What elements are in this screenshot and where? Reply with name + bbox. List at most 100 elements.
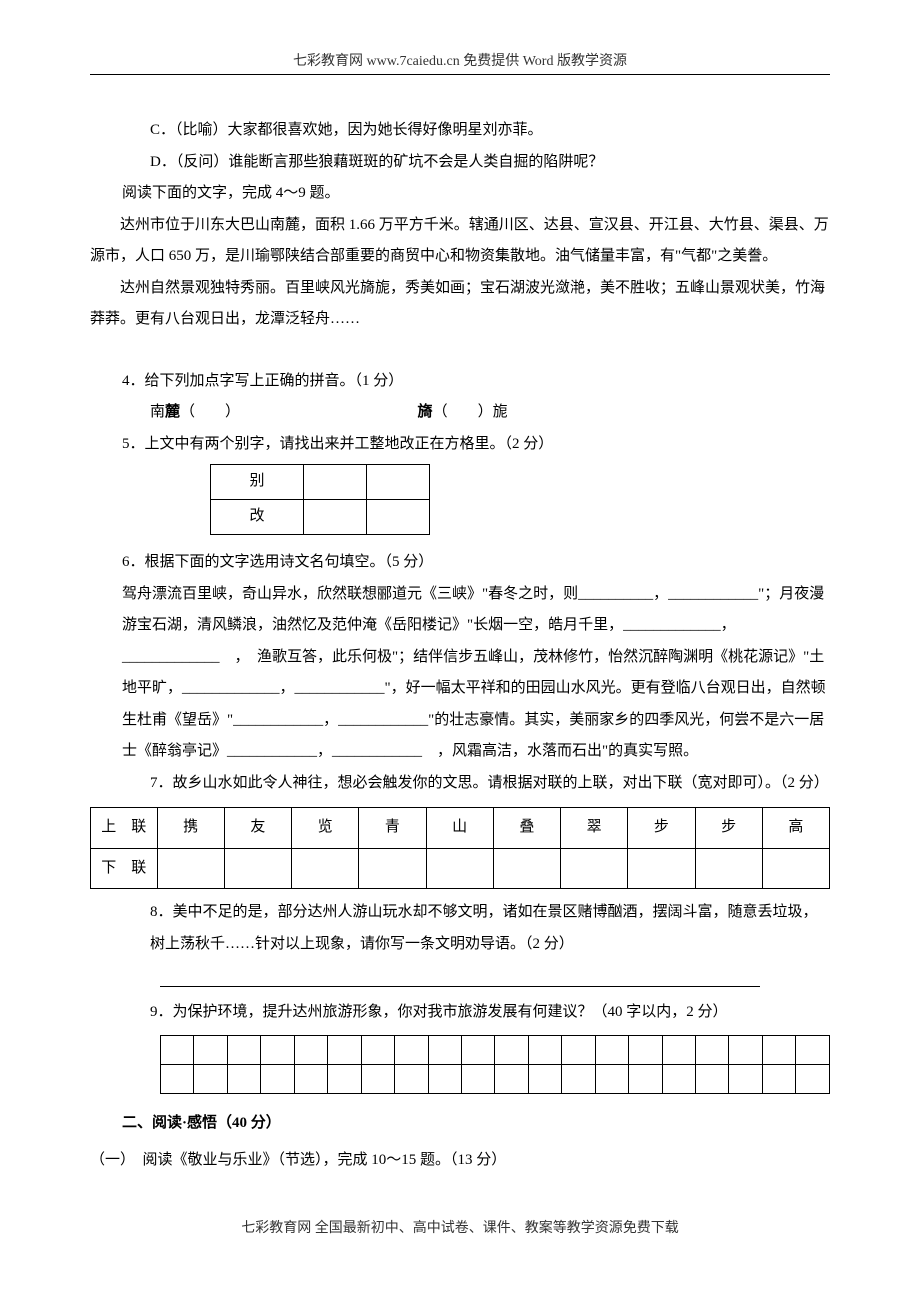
q7-row-down: 下 联 <box>91 848 830 889</box>
q7-table: 上 联 携 友 览 青 山 叠 翠 步 步 高 下 联 <box>90 807 830 889</box>
q5-text: 5．上文中有两个别字，请找出来并工整地改正在方格里。（2 分） <box>90 429 830 461</box>
q5-table: 别 改 <box>210 464 430 535</box>
q9-grid-cell[interactable] <box>495 1035 528 1064</box>
q7-text: 7．故乡山水如此令人神往，想必会触发你的文思。请根据对联的上联，对出下联（宽对即… <box>90 768 830 800</box>
q5-cell-3[interactable] <box>304 500 367 535</box>
q9-grid-cell[interactable] <box>194 1064 227 1093</box>
q9-grid[interactable] <box>160 1035 830 1094</box>
q9-grid-cell[interactable] <box>261 1035 294 1064</box>
q9-grid-cell[interactable] <box>662 1035 695 1064</box>
q9-grid-cell[interactable] <box>595 1035 628 1064</box>
q9-grid-cell[interactable] <box>696 1064 729 1093</box>
q9-grid-cell[interactable] <box>461 1064 494 1093</box>
q4-item1-paren: （ ） <box>180 404 240 420</box>
page-footer: 七彩教育网 全国最新初中、高中试卷、课件、教案等教学资源免费下载 <box>90 1217 830 1237</box>
q7-up-1: 携 <box>157 808 224 849</box>
q9-grid-cell[interactable] <box>328 1035 361 1064</box>
q9-grid-cell[interactable] <box>762 1064 795 1093</box>
q7-down-label: 下 联 <box>91 848 158 889</box>
q7-up-label: 上 联 <box>91 808 158 849</box>
q7-up-6: 叠 <box>493 808 560 849</box>
q8-text: 8．美中不足的是，部分达州人游山玩水却不够文明，诸如在景区赌博酗酒，摆阔斗富，随… <box>90 897 830 960</box>
q7-down-3[interactable] <box>292 848 359 889</box>
q9-grid-cell[interactable] <box>696 1035 729 1064</box>
q4-items: 南麓（ ） 旖（ ）旎 <box>90 397 830 429</box>
q6-text: 6．根据下面的文字选用诗文名句填空。（5 分） <box>90 547 830 579</box>
q9-grid-cell[interactable] <box>461 1035 494 1064</box>
q4-item1: 南麓（ ） <box>150 397 240 429</box>
q9-grid-cell[interactable] <box>729 1035 762 1064</box>
q7-up-3: 览 <box>292 808 359 849</box>
q9-grid-row <box>161 1064 830 1093</box>
q9-grid-cell[interactable] <box>361 1064 394 1093</box>
spacer <box>90 336 830 366</box>
q7-down-6[interactable] <box>493 848 560 889</box>
q9-grid-cell[interactable] <box>328 1064 361 1093</box>
q5-row-bie: 别 <box>211 465 430 500</box>
q5-row-gai: 改 <box>211 500 430 535</box>
q7-up-10: 高 <box>762 808 829 849</box>
q7-down-9[interactable] <box>695 848 762 889</box>
q7-down-8[interactable] <box>628 848 695 889</box>
page: 七彩教育网 www.7caiedu.cn 免费提供 Word 版教学资源 C．（… <box>0 0 920 1302</box>
q9-grid-cell[interactable] <box>662 1064 695 1093</box>
q5-cell-1[interactable] <box>304 465 367 500</box>
q4-item2-paren: （ ） <box>433 404 493 420</box>
q4-text: 4．给下列加点字写上正确的拼音。（1 分） <box>90 366 830 398</box>
q4-item2-suf: 旎 <box>493 404 508 420</box>
reading-intro: 阅读下面的文字，完成 4～9 题。 <box>90 178 830 210</box>
q7-row-up: 上 联 携 友 览 青 山 叠 翠 步 步 高 <box>91 808 830 849</box>
q9-grid-cell[interactable] <box>428 1064 461 1093</box>
choice-c: C．（比喻）大家都很喜欢她，因为她长得好像明星刘亦菲。 <box>90 115 830 147</box>
q5-cell-2[interactable] <box>367 465 430 500</box>
q9-grid-cell[interactable] <box>194 1035 227 1064</box>
q9-grid-cell[interactable] <box>395 1064 428 1093</box>
q9-grid-cell[interactable] <box>796 1035 830 1064</box>
q9-grid-cell[interactable] <box>796 1064 830 1093</box>
q7-down-10[interactable] <box>762 848 829 889</box>
q9-grid-cell[interactable] <box>395 1035 428 1064</box>
passage-p2: 达州自然景观独特秀丽。百里峡风光旖旎，秀美如画；宝石湖波光潋滟，美不胜收；五峰山… <box>90 273 830 336</box>
q4-item2-char: 旖 <box>418 404 433 420</box>
q9-grid-row <box>161 1035 830 1064</box>
q7-down-1[interactable] <box>157 848 224 889</box>
q9-grid-cell[interactable] <box>428 1035 461 1064</box>
q9-grid-cell[interactable] <box>161 1035 194 1064</box>
q9-grid-cell[interactable] <box>361 1035 394 1064</box>
q9-grid-cell[interactable] <box>562 1064 595 1093</box>
header-text: 七彩教育网 www.7caiedu.cn 免费提供 Word 版教学资源 <box>293 54 627 69</box>
q4-item2: 旖（ ）旎 <box>418 397 508 429</box>
q9-grid-cell[interactable] <box>227 1064 260 1093</box>
q7-down-2[interactable] <box>224 848 291 889</box>
q9-grid-cell[interactable] <box>261 1064 294 1093</box>
section2-sub: （一） 阅读《敬业与乐业》（节选），完成 10～15 题。（13 分） <box>90 1145 830 1177</box>
q7-down-4[interactable] <box>359 848 426 889</box>
q9-grid-cell[interactable] <box>161 1064 194 1093</box>
page-header: 七彩教育网 www.7caiedu.cn 免费提供 Word 版教学资源 <box>90 50 830 83</box>
q9-grid-cell[interactable] <box>495 1064 528 1093</box>
q9-text: 9．为保护环境，提升达州旅游形象，你对我市旅游发展有何建议？（40 字以内，2 … <box>90 997 830 1029</box>
q9-grid-cell[interactable] <box>227 1035 260 1064</box>
q5-cell-4[interactable] <box>367 500 430 535</box>
q9-grid-cell[interactable] <box>762 1035 795 1064</box>
passage-p1: 达州市位于川东大巴山南麓，面积 1.66 万平方千米。辖通川区、达县、宣汉县、开… <box>90 210 830 273</box>
q9-grid-cell[interactable] <box>528 1064 561 1093</box>
q9-grid-cell[interactable] <box>528 1035 561 1064</box>
footer-text: 七彩教育网 全国最新初中、高中试卷、课件、教案等教学资源免费下载 <box>241 1221 679 1236</box>
q9-grid-cell[interactable] <box>729 1064 762 1093</box>
header-underline <box>90 74 830 75</box>
q5-label-gai: 改 <box>211 500 304 535</box>
q7-down-7[interactable] <box>561 848 628 889</box>
q9-grid-cell[interactable] <box>629 1035 662 1064</box>
q7-up-7: 翠 <box>561 808 628 849</box>
q9-grid-cell[interactable] <box>294 1064 327 1093</box>
q9-grid-cell[interactable] <box>294 1035 327 1064</box>
q9-grid-cell[interactable] <box>562 1035 595 1064</box>
q4-item1-char: 麓 <box>165 404 180 420</box>
q9-grid-cell[interactable] <box>595 1064 628 1093</box>
q8-answer-line[interactable] <box>160 966 760 987</box>
q7-up-5: 山 <box>426 808 493 849</box>
q7-down-5[interactable] <box>426 848 493 889</box>
q9-grid-cell[interactable] <box>629 1064 662 1093</box>
q7-up-2: 友 <box>224 808 291 849</box>
